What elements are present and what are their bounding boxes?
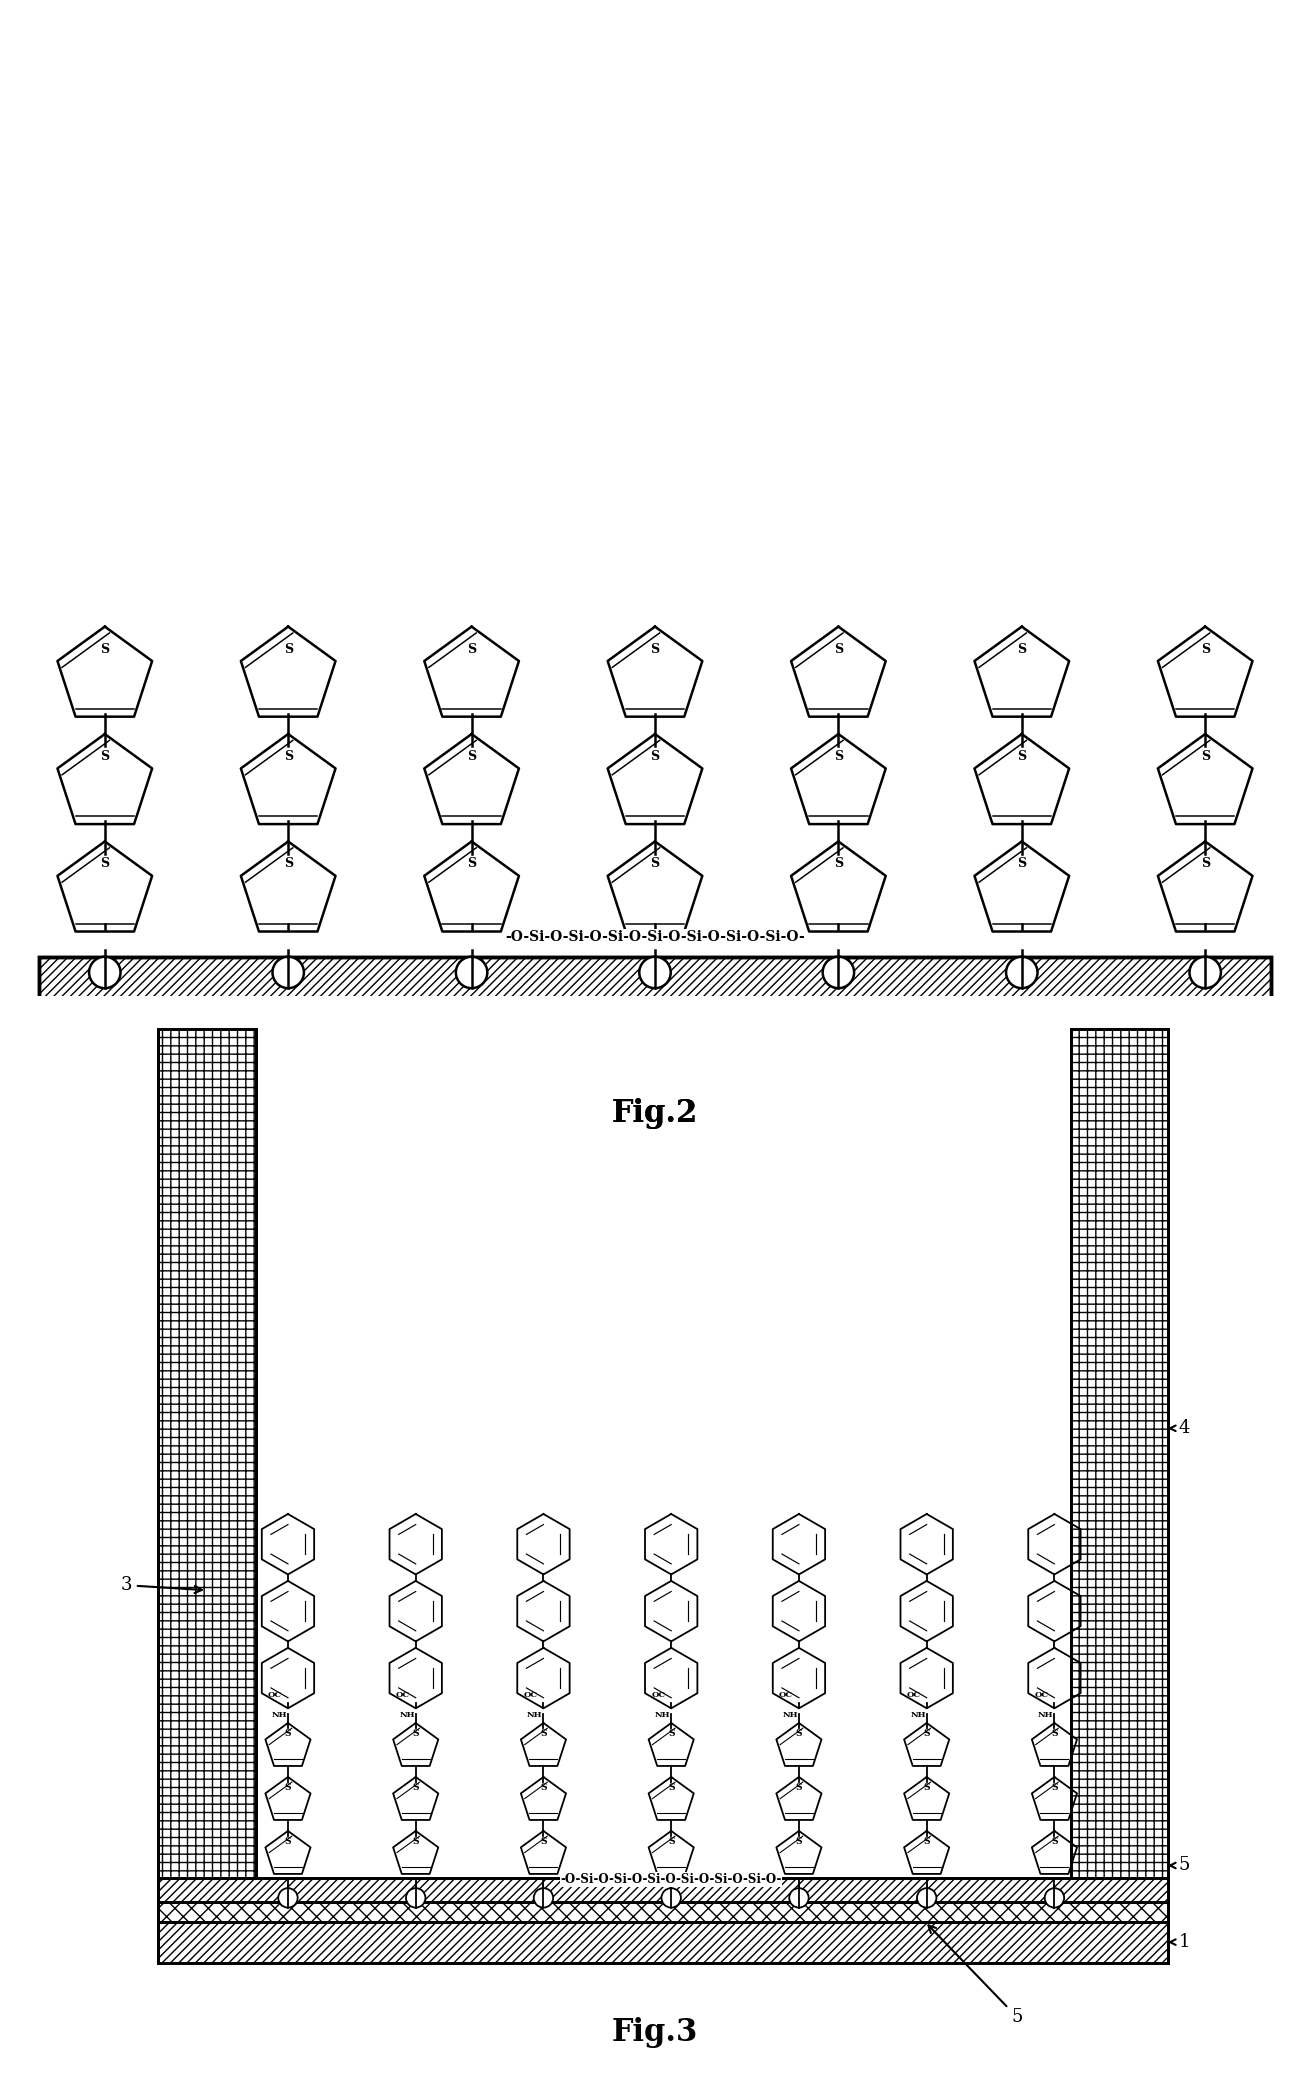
- Text: S: S: [1018, 857, 1026, 870]
- Text: S: S: [651, 857, 659, 870]
- Circle shape: [533, 1889, 553, 1908]
- Bar: [1070, 1030, 1167, 1904]
- Text: S: S: [668, 1837, 675, 1846]
- Text: S: S: [468, 857, 476, 870]
- Text: S: S: [651, 641, 659, 656]
- Text: S: S: [284, 749, 292, 764]
- Text: -O-Si-O-Si-O-Si-O-Si-O-Si-O-Si-O-Si-O-: -O-Si-O-Si-O-Si-O-Si-O-Si-O-Si-O-Si-O-: [506, 930, 804, 945]
- Text: NH: NH: [527, 1711, 542, 1719]
- Text: S: S: [101, 857, 109, 870]
- Text: S: S: [795, 1729, 802, 1738]
- Bar: [159, 1902, 1167, 1922]
- Text: Fig.3: Fig.3: [612, 2018, 698, 2049]
- Text: Fig.2: Fig.2: [612, 1098, 698, 1129]
- Text: NH: NH: [655, 1711, 671, 1719]
- Text: S: S: [413, 1729, 419, 1738]
- Text: NH: NH: [1038, 1711, 1053, 1719]
- Text: S: S: [284, 857, 292, 870]
- Text: S: S: [413, 1837, 419, 1846]
- Text: S: S: [651, 749, 659, 764]
- Text: S: S: [834, 749, 842, 764]
- Text: S: S: [1018, 749, 1026, 764]
- Text: 5: 5: [1179, 1856, 1189, 1875]
- Text: S: S: [468, 749, 476, 764]
- Text: S: S: [101, 749, 109, 764]
- Text: S: S: [668, 1729, 675, 1738]
- Text: S: S: [1201, 749, 1209, 764]
- Circle shape: [1006, 957, 1038, 988]
- Text: S: S: [284, 1783, 291, 1792]
- Text: S: S: [540, 1837, 546, 1846]
- Text: 4: 4: [1179, 1420, 1189, 1437]
- Circle shape: [1189, 957, 1221, 988]
- Text: OC: OC: [269, 1692, 282, 1700]
- Text: OC: OC: [907, 1692, 921, 1700]
- Text: S: S: [1051, 1783, 1057, 1792]
- Circle shape: [278, 1889, 297, 1908]
- Circle shape: [89, 957, 121, 988]
- Text: 1: 1: [1179, 1933, 1189, 1951]
- Bar: [159, 1902, 1167, 1922]
- Bar: [159, 1879, 1167, 1902]
- Text: S: S: [1201, 641, 1209, 656]
- Bar: [1070, 1030, 1167, 1904]
- Circle shape: [456, 957, 487, 988]
- Circle shape: [1044, 1889, 1064, 1908]
- Text: OC: OC: [396, 1692, 410, 1700]
- Bar: [159, 1030, 255, 1904]
- Bar: [39, 957, 1271, 1021]
- Text: NH: NH: [271, 1711, 287, 1719]
- Text: S: S: [924, 1729, 930, 1738]
- Circle shape: [823, 957, 854, 988]
- Text: S: S: [284, 641, 292, 656]
- Text: 5: 5: [929, 1924, 1023, 2026]
- Text: OC: OC: [779, 1692, 793, 1700]
- Text: S: S: [1051, 1837, 1057, 1846]
- Circle shape: [662, 1889, 681, 1908]
- Bar: [159, 1922, 1167, 1962]
- Bar: [39, 957, 1271, 1021]
- Text: S: S: [924, 1837, 930, 1846]
- Bar: [159, 1030, 255, 1904]
- Text: NH: NH: [400, 1711, 415, 1719]
- Text: OC: OC: [524, 1692, 537, 1700]
- Text: S: S: [413, 1783, 419, 1792]
- Text: S: S: [924, 1783, 930, 1792]
- Text: S: S: [795, 1783, 802, 1792]
- Text: S: S: [1018, 641, 1026, 656]
- Text: S: S: [834, 857, 842, 870]
- Text: S: S: [795, 1837, 802, 1846]
- Text: S: S: [668, 1783, 675, 1792]
- Circle shape: [789, 1889, 808, 1908]
- Bar: [159, 1879, 1167, 1902]
- Text: S: S: [101, 641, 109, 656]
- Bar: [159, 1922, 1167, 1962]
- Text: NH: NH: [910, 1711, 926, 1719]
- Circle shape: [917, 1889, 937, 1908]
- Circle shape: [406, 1889, 426, 1908]
- Text: S: S: [540, 1729, 546, 1738]
- Text: S: S: [834, 641, 842, 656]
- Circle shape: [272, 957, 304, 988]
- Text: S: S: [284, 1729, 291, 1738]
- Text: Fig.2: Fig.2: [612, 1098, 698, 1129]
- Circle shape: [639, 957, 671, 988]
- Text: NH: NH: [782, 1711, 798, 1719]
- Text: S: S: [1201, 857, 1209, 870]
- Text: -O-Si-O-Si-O-Si-O-Si-O-Si-O-Si-O-: -O-Si-O-Si-O-Si-O-Si-O-Si-O-Si-O-: [561, 1873, 782, 1885]
- Text: S: S: [1051, 1729, 1057, 1738]
- Text: OC: OC: [651, 1692, 665, 1700]
- Text: S: S: [540, 1783, 546, 1792]
- Text: S: S: [468, 641, 476, 656]
- Text: 3: 3: [121, 1576, 202, 1594]
- Text: OC: OC: [1035, 1692, 1048, 1700]
- Text: S: S: [284, 1837, 291, 1846]
